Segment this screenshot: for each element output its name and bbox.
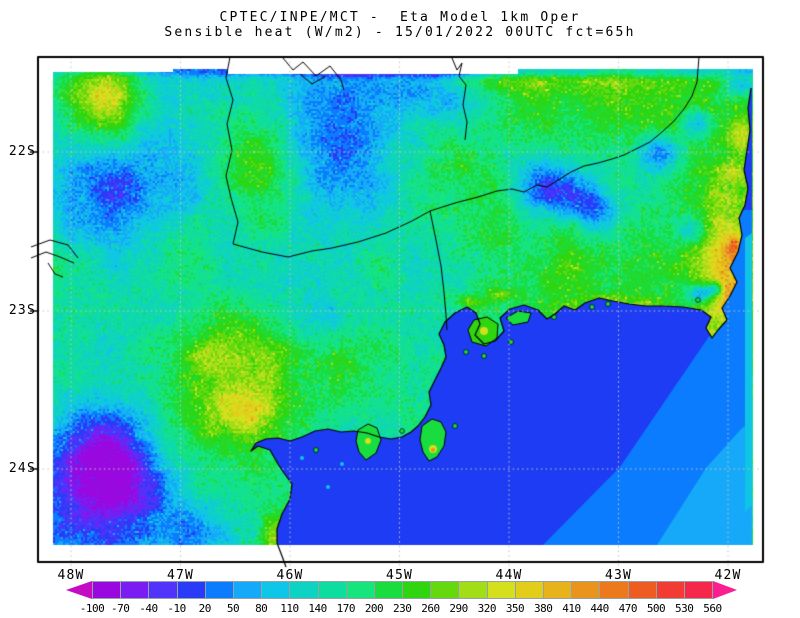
- colorbar-tick-label: 140: [308, 602, 327, 615]
- colorbar-segment: [149, 582, 178, 598]
- colorbar-under-arrow: [66, 581, 92, 599]
- colorbar-tick-label: 110: [280, 602, 299, 615]
- page-title: CPTEC/INPE/MCT - Eta Model 1km Oper: [219, 10, 581, 25]
- y-axis-label: 24S: [8, 461, 36, 476]
- colorbar-segment: [403, 582, 432, 598]
- colorbar-tick-label: 260: [421, 602, 440, 615]
- colorbar-segment: [177, 582, 206, 598]
- colorbar-tick-label: 500: [646, 602, 666, 615]
- x-axis-label: 46W: [276, 568, 304, 583]
- colorbar-segment: [544, 582, 573, 598]
- x-axis-label: 48W: [57, 568, 85, 583]
- colorbar-tick-label: 320: [477, 602, 497, 615]
- colorbar-segment: [487, 582, 516, 598]
- colorbar-tick-label: 170: [336, 602, 356, 615]
- colorbar-segment: [121, 582, 150, 598]
- x-axis-label: 45W: [385, 568, 414, 583]
- colorbar-over-arrow: [713, 581, 737, 599]
- colorbar-tick-label: 80: [255, 602, 268, 615]
- colorbar-tick-label: 50: [226, 602, 240, 615]
- y-axis-label: 22S: [8, 144, 36, 159]
- colorbar-tick-label: 290: [449, 602, 468, 615]
- colorbar-tick-label: 470: [618, 602, 638, 615]
- colorbar-tick-label: 200: [364, 602, 384, 615]
- colorbar-tick-label: 530: [675, 602, 694, 615]
- colorbar-segment: [290, 582, 319, 598]
- x-axis-label: 42W: [714, 568, 742, 583]
- colorbar-tick-label: -40: [139, 602, 158, 615]
- colorbar-tick-label: 20: [198, 602, 212, 615]
- colorbar-tick-label: 380: [534, 602, 553, 615]
- colorbar-segment: [656, 582, 685, 598]
- y-axis-label: 23S: [8, 303, 36, 318]
- colorbar-segment: [374, 582, 404, 598]
- colorbar-segment: [233, 582, 263, 598]
- colorbar-segment: [93, 582, 122, 598]
- x-axis-label: 44W: [495, 568, 523, 583]
- colorbar-tick-label: 410: [562, 602, 581, 615]
- page-subtitle: Sensible heat (W/m2) - 15/01/2022 00UTC …: [164, 25, 636, 40]
- colorbar-tick-label: -100: [79, 602, 105, 615]
- colorbar-segment: [600, 582, 629, 598]
- colorbar-segment: [431, 582, 460, 598]
- colorbar-segment: [515, 582, 544, 598]
- colorbar-segment: [318, 582, 347, 598]
- colorbar-segment: [684, 582, 713, 598]
- colorbar-tick-label: -10: [167, 602, 186, 615]
- colorbar-tick-label: 440: [590, 602, 609, 615]
- colorbar-tick-label: 230: [393, 602, 412, 615]
- colorbar-tick-label: 560: [703, 602, 722, 615]
- x-axis-label: 43W: [604, 568, 633, 583]
- colorbar-segment: [346, 582, 375, 598]
- colorbar-segment: [262, 582, 291, 598]
- colorbar-segment: [628, 582, 657, 598]
- colorbar: [92, 581, 713, 599]
- colorbar-segment: [205, 582, 234, 598]
- x-axis-label: 47W: [166, 568, 195, 583]
- colorbar-segment: [572, 582, 601, 598]
- colorbar-tick-label: -70: [111, 602, 130, 615]
- colorbar-tick-label: 350: [505, 602, 525, 615]
- colorbar-segment: [459, 582, 488, 598]
